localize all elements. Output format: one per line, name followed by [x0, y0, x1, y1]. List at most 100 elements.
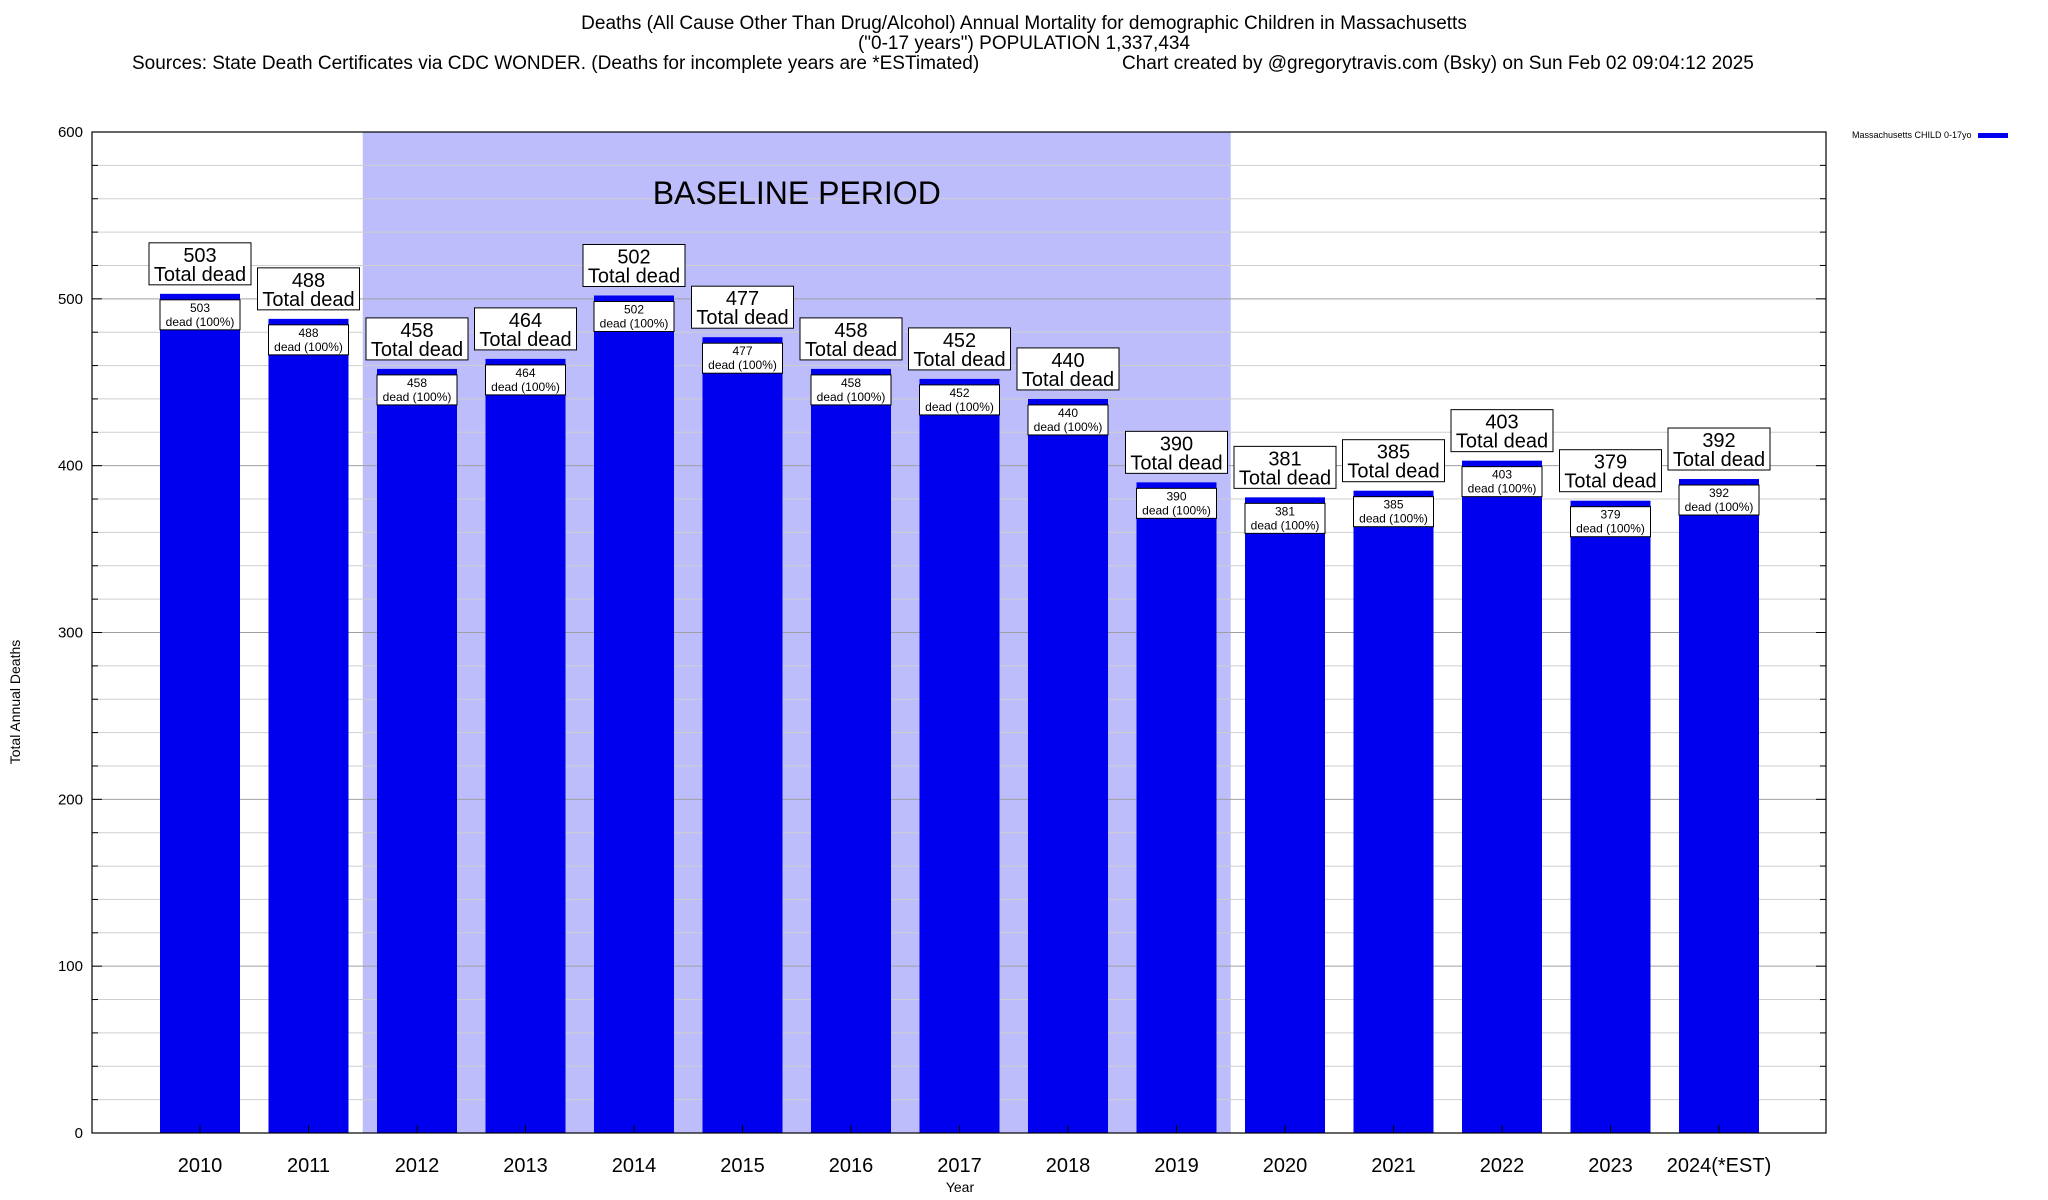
bar-total-label-box: [474, 307, 577, 351]
x-tick-label: 2011: [287, 1155, 330, 1177]
bar-total-label-box: [799, 317, 903, 361]
y-tick-label: 100: [58, 958, 83, 975]
bar-total-value-label: 390: [1160, 433, 1193, 455]
bar-group: [474, 307, 577, 1134]
bar-inner-value-label: 488: [298, 326, 318, 340]
bar-inner-percent-label: dead (100%): [274, 340, 343, 354]
bar-total-value-label: 379: [1594, 452, 1627, 474]
bar: [1679, 479, 1759, 1134]
bar: [1570, 500, 1651, 1133]
bar-total-label-box: [257, 267, 360, 311]
bar-group: [1016, 347, 1120, 1133]
bar-group: [1450, 409, 1554, 1134]
bar-inner-label-box: [1353, 496, 1434, 528]
bar-inner-percent-label: dead (100%): [1576, 522, 1645, 536]
y-tick-label: 400: [58, 458, 83, 475]
bar-total-text-label: Total dead: [262, 289, 354, 311]
bar-total-label-box: [1233, 445, 1337, 489]
bar-total-label-box: [1125, 430, 1228, 474]
x-tick-label: 2023: [1588, 1155, 1633, 1177]
bar-total-label-box: [1667, 427, 1771, 471]
chart-title-block: Deaths (All Cause Other Than Drug/Alcoho…: [0, 14, 2048, 76]
bar-inner-label-box: [159, 299, 241, 331]
bar-group: [1667, 427, 1771, 1134]
bar-total-value-label: 464: [509, 310, 542, 332]
bar-total-value-label: 385: [1377, 442, 1410, 464]
bar: [811, 368, 891, 1133]
bar-inner-label-box: [485, 364, 566, 396]
bar-total-text-label: Total dead: [1022, 369, 1114, 391]
bar: [1028, 398, 1108, 1133]
bar-group: [908, 327, 1011, 1133]
x-tick-label: 2010: [178, 1155, 223, 1177]
bar-group: [148, 242, 252, 1133]
x-tick-label: 2021: [1371, 1155, 1416, 1177]
x-tick-label: 2022: [1480, 1155, 1525, 1177]
bar-total-label-box: [908, 327, 1011, 371]
bar-total-label-box: [148, 242, 252, 286]
bar-inner-value-label: 477: [732, 344, 752, 358]
bar: [160, 293, 240, 1133]
bar-inner-label-box: [376, 374, 458, 406]
bar-inner-percent-label: dead (100%): [1685, 500, 1754, 514]
bar-inner-percent-label: dead (100%): [600, 316, 669, 330]
chart-title: Deaths (All Cause Other Than Drug/Alcoho…: [581, 13, 1467, 34]
bar-inner-percent-label: dead (100%): [491, 380, 560, 394]
bar-inner-value-label: 390: [1166, 489, 1186, 503]
bar: [268, 318, 349, 1133]
bar-total-label-box: [1342, 439, 1445, 483]
bar-group: [1125, 430, 1228, 1134]
bar-total-text-label: Total dead: [1673, 449, 1765, 471]
bar-inner-label-box: [919, 384, 1000, 416]
bar-inner-label-box: [593, 300, 675, 332]
bar-total-value-label: 458: [400, 320, 433, 342]
bar: [1353, 490, 1434, 1134]
bar-total-value-label: 440: [1051, 350, 1084, 372]
bar-inner-percent-label: dead (100%): [1359, 512, 1428, 526]
bar-inner-value-label: 458: [841, 376, 861, 390]
y-tick-label: 600: [58, 124, 83, 141]
x-tick-label: 2019: [1154, 1155, 1199, 1177]
bar-total-text-label: Total dead: [1347, 461, 1439, 483]
bar-inner-percent-label: dead (100%): [1251, 518, 1320, 532]
bar-inner-percent-label: dead (100%): [1468, 482, 1537, 496]
bar-total-value-label: 458: [834, 320, 867, 342]
legend-swatch: [1977, 132, 2008, 138]
bar-group: [365, 317, 469, 1133]
plot-frame: [91, 131, 1827, 1134]
bar-inner-label-box: [702, 342, 783, 374]
bar-inner-value-label: 379: [1600, 508, 1620, 522]
bar-inner-percent-label: dead (100%): [708, 358, 777, 372]
bar-total-text-label: Total dead: [1239, 467, 1331, 489]
bar: [919, 378, 1000, 1133]
bar-group: [1233, 445, 1337, 1133]
bar-group: [257, 267, 360, 1133]
y-tick-label: 300: [58, 625, 83, 642]
bar-inner-label-box: [1678, 484, 1760, 516]
bar-inner-value-label: 403: [1492, 468, 1512, 482]
chart-sources-text: Sources: State Death Certificates via CD…: [132, 53, 980, 74]
chart-source-row: Sources: State Death Certificates via CD…: [0, 54, 2048, 76]
baseline-period-label: BASELINE PERIOD: [653, 175, 941, 211]
bar-total-label-box: [691, 285, 794, 329]
bar-inner-value-label: 392: [1709, 486, 1729, 500]
bar: [702, 337, 783, 1134]
bar-total-label-box: [365, 317, 469, 361]
bar-inner-label-box: [1244, 502, 1326, 534]
bar-total-value-label: 503: [183, 245, 216, 267]
bar-group: [799, 317, 903, 1133]
bar-total-value-label: 477: [726, 288, 759, 310]
bar-total-value-label: 392: [1702, 430, 1735, 452]
bar: [485, 358, 566, 1134]
chart-credit-text: Chart created by @gregorytravis.com (Bsk…: [1122, 53, 1754, 74]
bar-group: [1342, 439, 1445, 1134]
x-tick-label: 2024(*EST): [1667, 1155, 1772, 1177]
bar-total-label-box: [1016, 347, 1120, 391]
bar: [1245, 497, 1325, 1133]
x-tick-label: 2017: [937, 1155, 982, 1177]
bar-inner-value-label: 502: [624, 302, 644, 316]
bar-total-label-box: [1559, 449, 1662, 493]
bar-total-value-label: 403: [1485, 412, 1518, 434]
bar-inner-label-box: [1570, 506, 1651, 538]
legend-label: Massachusetts CHILD 0-17yo: [1852, 130, 1972, 140]
